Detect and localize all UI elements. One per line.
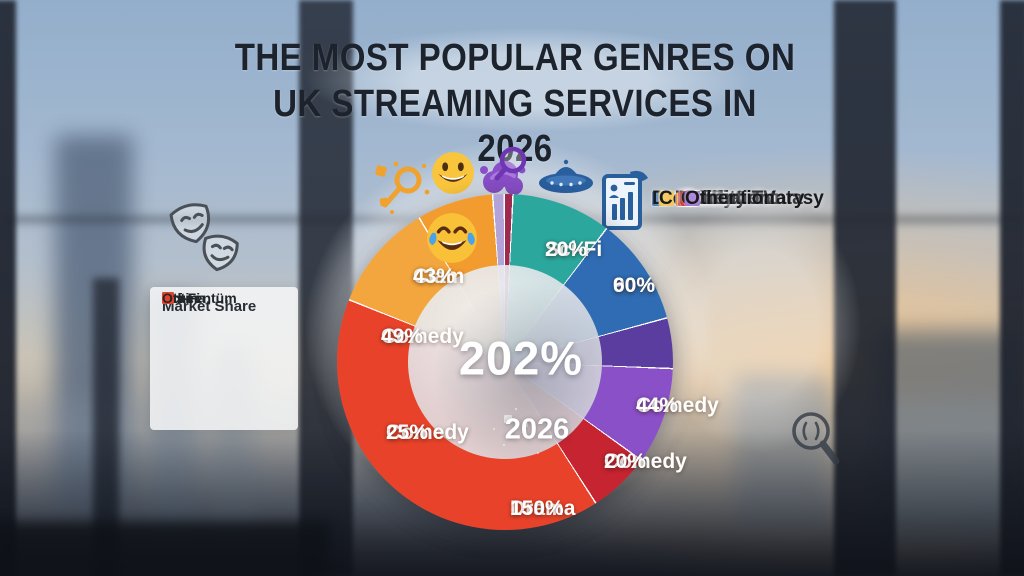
legend-swatch	[162, 292, 174, 304]
donut-chart: 202% 2026 Sci-Fi 20% 90% 60% Comedy 44% …	[337, 194, 719, 530]
title-line-1: THE MOST POPULAR GENRES ON	[234, 37, 796, 79]
slice-value: 44%	[636, 394, 679, 417]
slice-name: Comedy	[386, 421, 469, 444]
slice-name: Ciam	[413, 265, 465, 288]
market-share-legend: Market Share Drama Sci-Fi Antirentüm Oth…	[150, 287, 298, 430]
slice-value: 20%	[545, 238, 588, 261]
slice-name: Comedy	[604, 450, 687, 473]
title-line-2: UK STREAMING SERVICES IN 2026	[273, 82, 757, 171]
center-value: 202%	[458, 331, 584, 385]
slice-value: 150%	[510, 497, 564, 520]
legend-swatch	[659, 191, 674, 207]
legend-label: Sci-Fi & Fantasy	[676, 187, 824, 209]
slice-name: Drama	[510, 497, 576, 520]
legend-label: Other	[685, 187, 736, 209]
slice-name: Comedy	[381, 325, 464, 348]
slice-name: Comedy	[636, 394, 719, 417]
legend-swatch	[685, 191, 700, 207]
legend-label: Documentary	[683, 187, 805, 209]
legend-label: Animation	[682, 187, 775, 209]
slice-value: 49%	[381, 325, 424, 348]
frosted-panel-legend	[630, 160, 890, 490]
slice-value: 43%	[413, 265, 456, 288]
digital-noise	[504, 415, 512, 423]
market-share-title: Market Share	[162, 298, 257, 315]
slice-value: 25%	[386, 421, 429, 444]
slice-name: Sci-Fi	[545, 238, 603, 261]
slice-value: 20%	[604, 450, 647, 473]
legend-label: Other	[162, 290, 200, 306]
legend-label: Reality TV	[684, 187, 776, 209]
donut-hole	[408, 265, 602, 459]
page-title: THE MOST POPULAR GENRES ON UK STREAMING …	[234, 36, 796, 173]
legend-label: Antirentüm	[162, 290, 237, 306]
center-year: 2026	[504, 413, 570, 446]
slice-name: 90%	[613, 274, 656, 297]
slice-value: 60%	[613, 274, 656, 297]
legend-label: Animation	[678, 187, 771, 209]
